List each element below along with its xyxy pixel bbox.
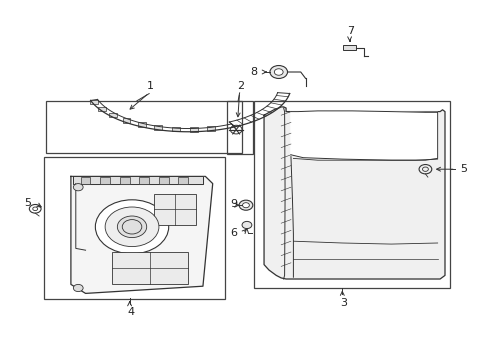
Circle shape: [73, 184, 83, 191]
Circle shape: [105, 207, 159, 247]
Bar: [227, 101, 252, 154]
Bar: [120, 177, 129, 184]
Text: 9: 9: [230, 199, 237, 210]
Bar: [178, 177, 188, 184]
Circle shape: [239, 200, 252, 210]
Text: 2: 2: [237, 81, 244, 91]
Bar: [343, 45, 355, 50]
Bar: [139, 177, 149, 184]
Text: 4: 4: [127, 307, 134, 317]
Text: 8: 8: [249, 67, 257, 77]
Bar: [171, 127, 179, 131]
Bar: [90, 100, 98, 104]
Polygon shape: [290, 111, 437, 160]
Bar: [138, 122, 145, 127]
Circle shape: [269, 66, 287, 78]
Bar: [81, 177, 90, 184]
Polygon shape: [264, 107, 444, 279]
Bar: [122, 118, 130, 123]
Circle shape: [242, 203, 249, 208]
Circle shape: [117, 216, 146, 238]
Circle shape: [274, 69, 283, 75]
Text: 5: 5: [460, 164, 467, 174]
Bar: [98, 107, 106, 111]
Bar: [109, 113, 117, 117]
Polygon shape: [73, 176, 203, 184]
Circle shape: [242, 221, 251, 229]
Bar: [44, 157, 224, 299]
Bar: [254, 101, 449, 288]
Text: 3: 3: [339, 298, 346, 308]
Bar: [207, 126, 215, 131]
Bar: [189, 127, 197, 132]
Bar: [46, 101, 242, 153]
Circle shape: [73, 284, 83, 292]
Text: 1: 1: [146, 81, 153, 91]
Bar: [154, 194, 195, 225]
Bar: [154, 125, 162, 130]
Text: 7: 7: [346, 26, 353, 36]
Text: 5: 5: [24, 198, 31, 208]
Bar: [159, 177, 168, 184]
Bar: [112, 252, 188, 284]
Text: 6: 6: [230, 228, 237, 238]
Polygon shape: [71, 176, 212, 293]
Circle shape: [122, 220, 142, 234]
Bar: [100, 177, 110, 184]
Circle shape: [95, 200, 168, 254]
